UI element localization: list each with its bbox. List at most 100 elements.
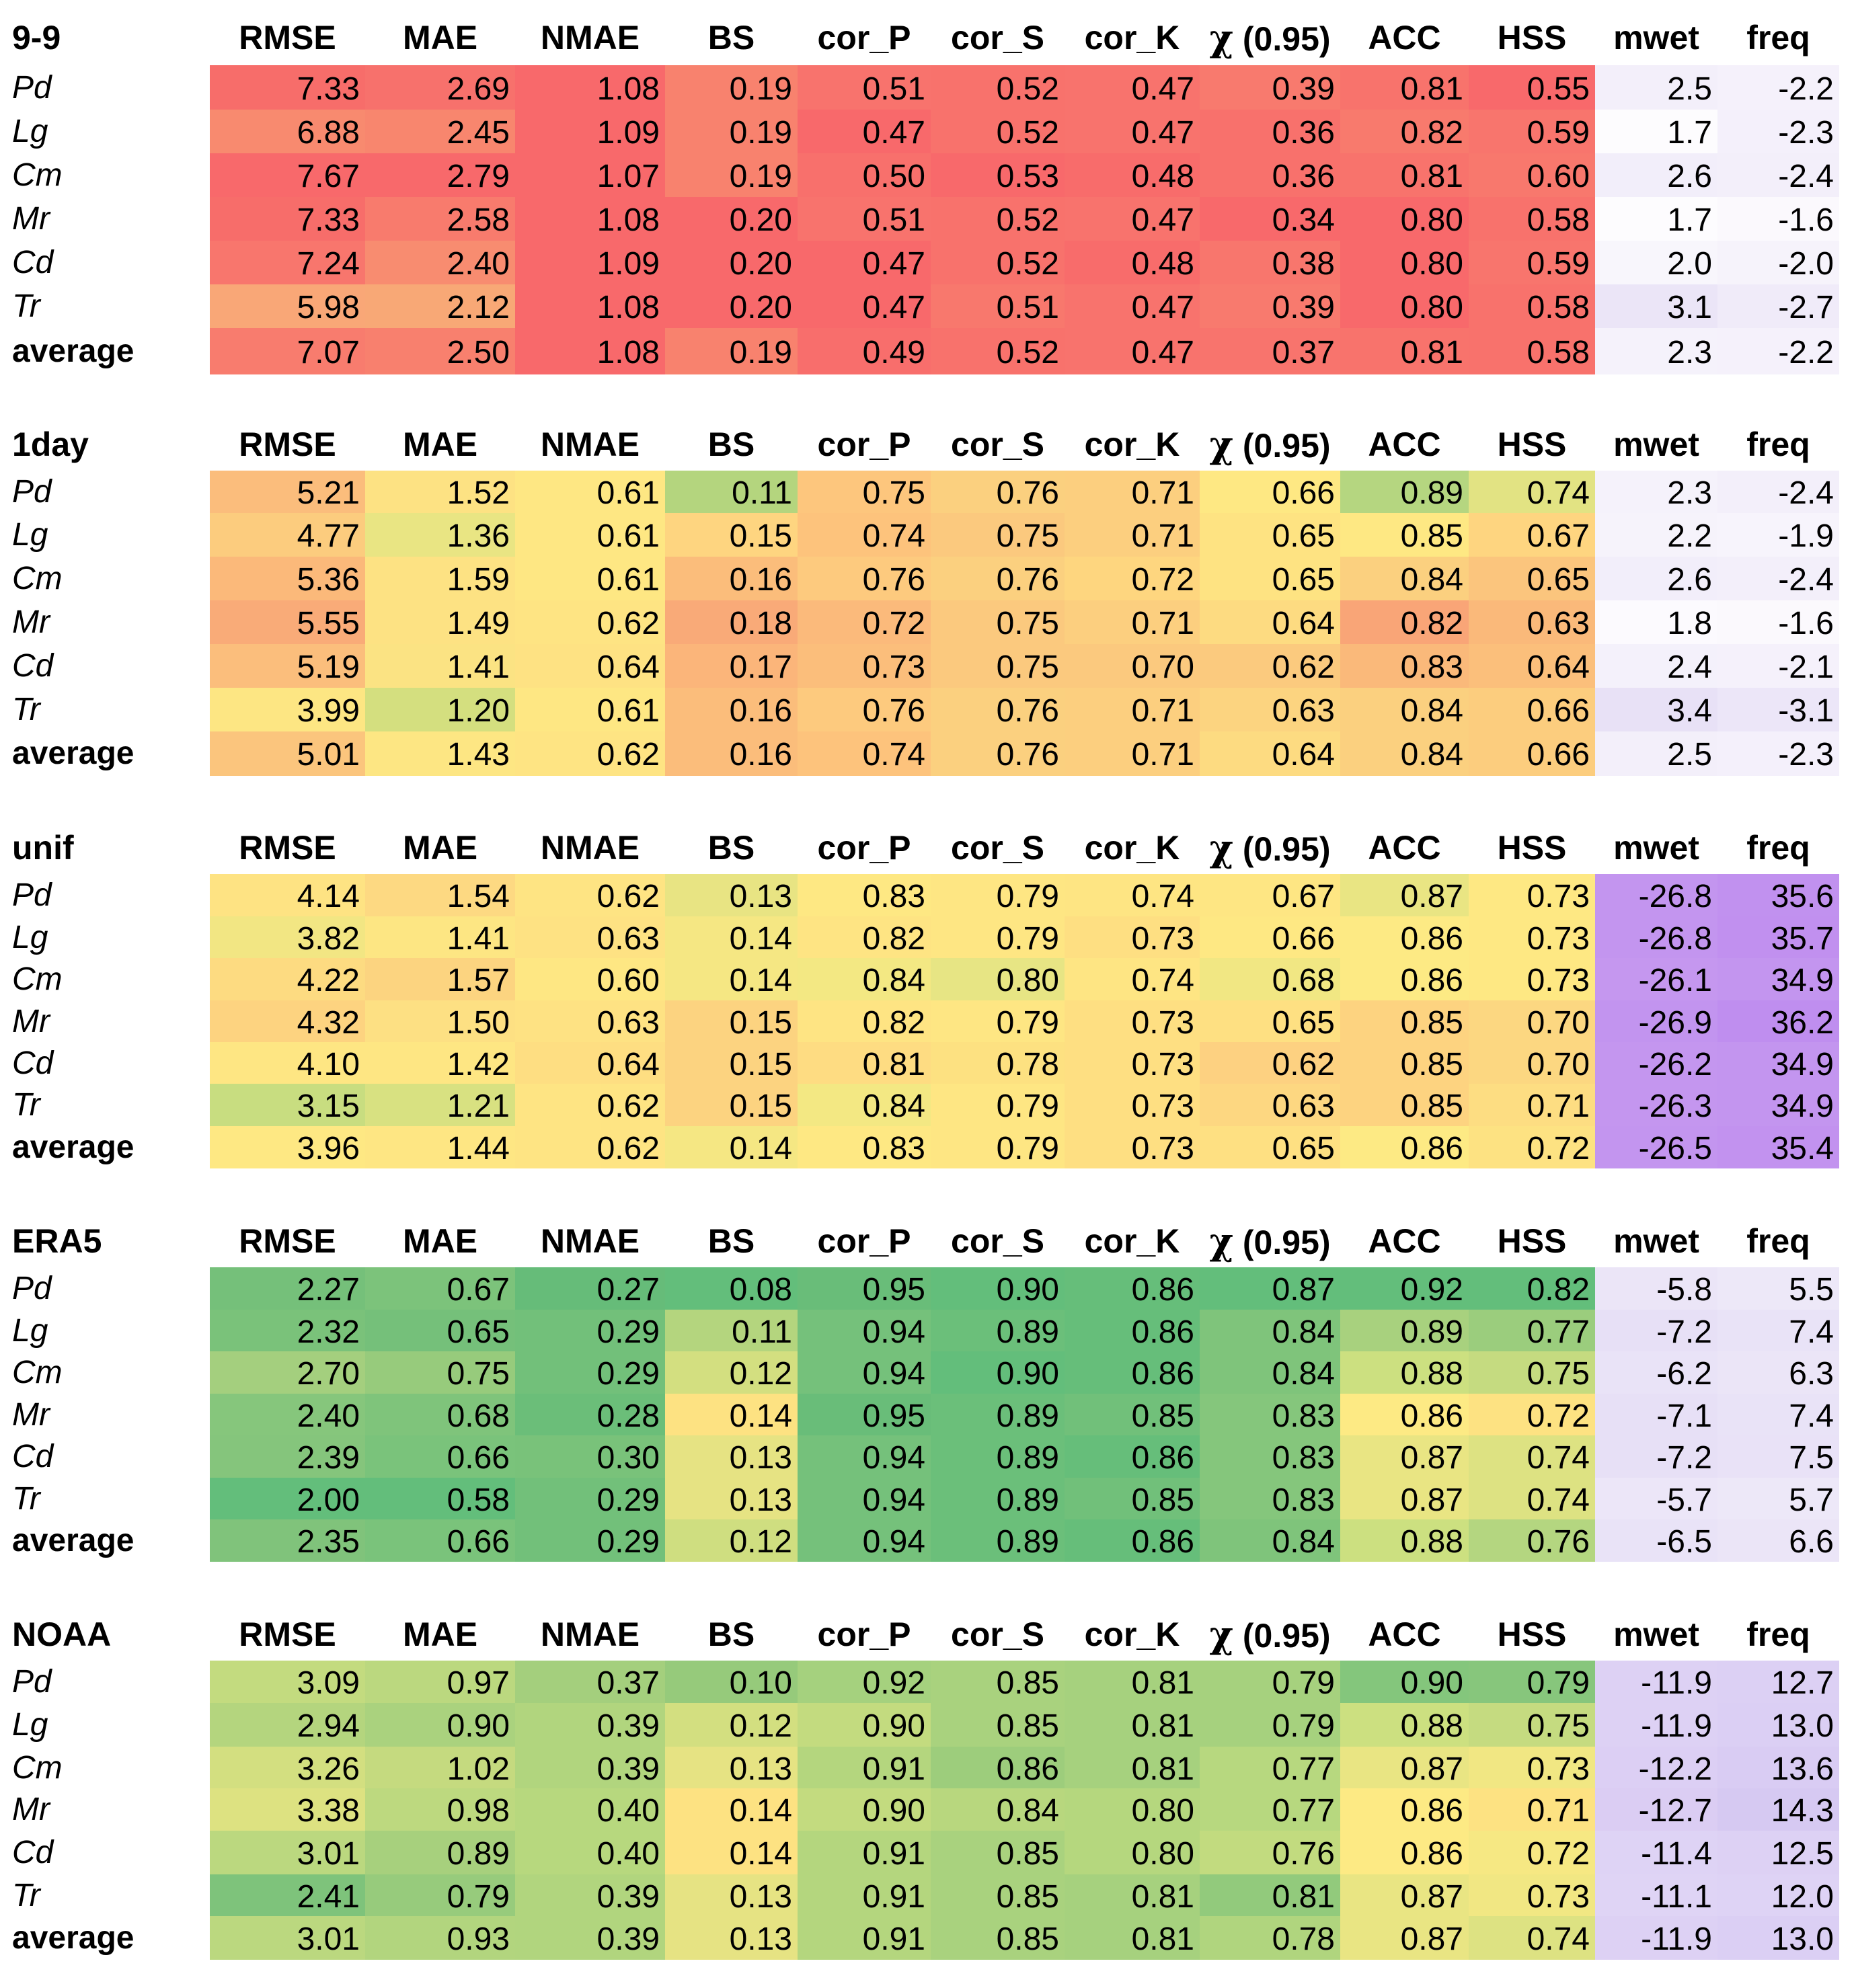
table-cell: -2.3 (1717, 110, 1839, 154)
table-cell: 0.94 (798, 1519, 931, 1562)
column-header: mwet (1613, 19, 1699, 56)
table-cell: 0.87 (1200, 1267, 1340, 1310)
table-cell: 6.3 (1717, 1351, 1839, 1394)
table-cell: 2.4 (1595, 644, 1717, 688)
row-label: Lg (12, 1707, 48, 1743)
column-header: BS (707, 829, 755, 867)
table-cell: 0.19 (665, 65, 798, 110)
table-cell: 5.55 (210, 600, 365, 645)
table-cell: 0.12 (665, 1519, 798, 1562)
table-cell: 0.70 (1469, 1042, 1595, 1084)
column-header: mwet (1613, 829, 1699, 867)
table-cell: 0.82 (1340, 600, 1469, 645)
table-cell: 0.73 (1065, 1000, 1200, 1043)
table-cell: 0.20 (665, 241, 798, 285)
column-header: NMAE (540, 426, 640, 463)
table-cell: 0.38 (1200, 241, 1340, 285)
column-header: cor_K (1084, 829, 1180, 867)
table-cell: 0.86 (1065, 1310, 1200, 1352)
table-cell: 0.66 (365, 1519, 515, 1562)
table-cell: 0.17 (665, 644, 798, 688)
table-cell: 0.97 (365, 1661, 515, 1704)
table-cell: 0.47 (1065, 328, 1200, 374)
table-cell: 2.50 (365, 328, 515, 374)
table-cell: 0.74 (1065, 958, 1200, 1001)
table-cell: 7.4 (1717, 1310, 1839, 1352)
table-cell: 0.95 (798, 1394, 931, 1436)
table-cell: 0.91 (798, 1874, 931, 1917)
table-cell: 1.09 (515, 241, 665, 285)
row-label: Pd (12, 474, 52, 510)
row-label: Cm (12, 961, 63, 997)
average-row-label: average (12, 333, 134, 369)
table-cell: -2.1 (1717, 644, 1839, 688)
table-cell: 2.70 (210, 1351, 365, 1394)
table-cell: 0.79 (1469, 1661, 1595, 1704)
table-cell: 0.64 (515, 1042, 665, 1084)
table-cell: 0.62 (515, 731, 665, 776)
table-cell: 1.42 (365, 1042, 515, 1084)
table-cell: 0.80 (1340, 197, 1469, 241)
table-cell: 0.83 (798, 1126, 931, 1168)
table-cell: 0.47 (1065, 110, 1200, 154)
table-cell: -11.9 (1595, 1661, 1717, 1704)
column-header-label: (0.95) (1242, 1617, 1331, 1655)
table-cell: 0.77 (1200, 1747, 1340, 1789)
column-header: freq (1746, 1616, 1810, 1653)
table-cell: 0.63 (1200, 1084, 1340, 1127)
table-cell: 0.88 (1340, 1351, 1469, 1394)
table-cell: 0.16 (665, 688, 798, 732)
table-cell: 5.5 (1717, 1267, 1839, 1310)
table-cell: 0.39 (515, 1874, 665, 1917)
table-cell: 0.84 (1200, 1351, 1340, 1394)
table-cell: 0.89 (1340, 471, 1469, 514)
table-cell: -2.4 (1717, 153, 1839, 198)
table-cell: 5.98 (210, 284, 365, 329)
table-cell: 0.63 (1469, 600, 1595, 645)
column-header: NMAE (540, 1616, 640, 1653)
table-cell: 0.87 (1340, 874, 1469, 917)
table-cell: 0.83 (1200, 1478, 1340, 1520)
table-cell: -1.6 (1717, 197, 1839, 241)
table-cell: 1.08 (515, 197, 665, 241)
row-label: Lg (12, 920, 48, 955)
table-cell: 12.5 (1717, 1831, 1839, 1875)
table-cell: 0.85 (931, 1874, 1065, 1917)
table-cell: 0.11 (665, 1310, 798, 1352)
table-cell: 1.59 (365, 557, 515, 601)
table-cell: 5.7 (1717, 1478, 1839, 1520)
table-cell: 0.85 (1065, 1394, 1200, 1436)
table-cell: 0.76 (798, 688, 931, 732)
table-cell: 0.37 (515, 1661, 665, 1704)
table-cell: -2.4 (1717, 471, 1839, 514)
table-cell: 5.01 (210, 731, 365, 776)
table-cell: 0.14 (665, 1788, 798, 1831)
table-cell: -11.4 (1595, 1831, 1717, 1875)
table-cell: 4.10 (210, 1042, 365, 1084)
table-cell: 1.36 (365, 513, 515, 557)
table-cell: 0.73 (798, 644, 931, 688)
column-header: χ (0.95) (1200, 810, 1340, 876)
table-cell: 0.79 (1200, 1703, 1340, 1747)
table-cell: -2.4 (1717, 557, 1839, 601)
table-cell: 2.40 (365, 241, 515, 285)
table-cell: -26.8 (1595, 874, 1717, 917)
table-cell: 0.74 (798, 731, 931, 776)
table-cell: 0.79 (931, 1084, 1065, 1127)
column-header: RMSE (239, 426, 336, 463)
column-header: HSS (1497, 1222, 1567, 1260)
table-cell: 0.16 (665, 731, 798, 776)
row-label: Tr (12, 1087, 40, 1123)
table-cell: 0.83 (1340, 644, 1469, 688)
table-cell: 0.79 (1200, 1661, 1340, 1704)
column-header: RMSE (239, 19, 336, 56)
table-cell: 0.14 (665, 916, 798, 959)
table-cell: 0.13 (665, 1916, 798, 1960)
column-header: cor_P (817, 1616, 911, 1653)
table-cell: 3.01 (210, 1831, 365, 1875)
table-cell: -11.9 (1595, 1703, 1717, 1747)
table-cell: 0.59 (1469, 110, 1595, 154)
table-cell: 0.85 (931, 1831, 1065, 1875)
table-cell: 0.86 (1065, 1519, 1200, 1562)
chi-symbol: χ (1209, 1613, 1233, 1656)
